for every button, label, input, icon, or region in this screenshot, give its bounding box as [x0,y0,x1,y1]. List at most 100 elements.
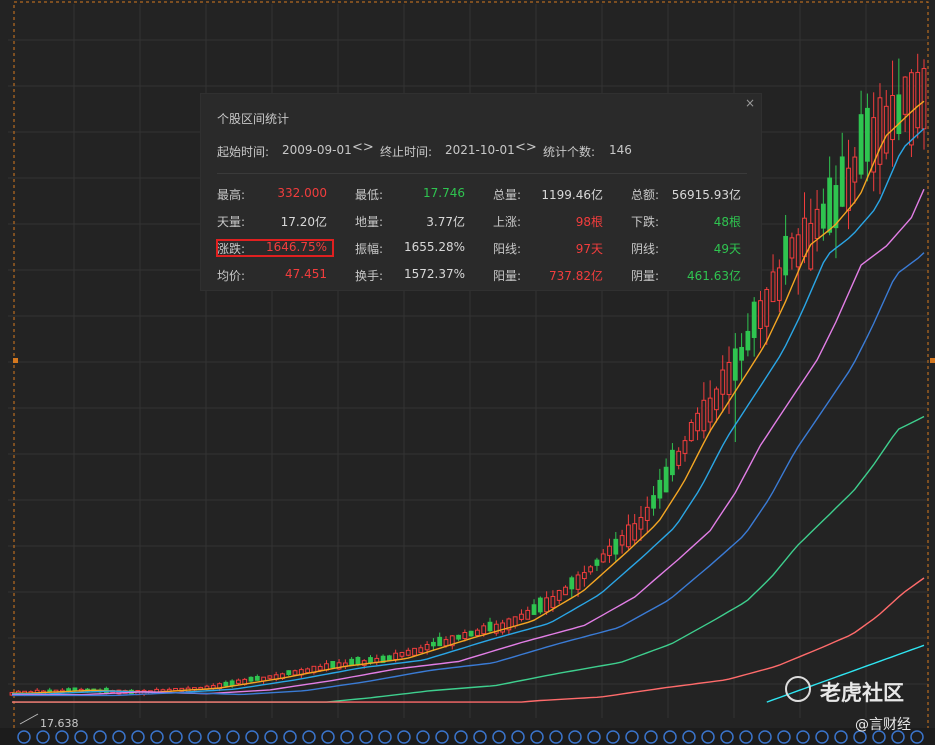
low-price-label: 17.638 [40,717,79,730]
stat-label: 总量: [493,188,522,202]
candle-body [839,156,845,207]
highlight-box [216,239,334,257]
event-marker-icon [93,730,107,744]
event-marker-icon [454,730,468,744]
candle-body [726,361,732,396]
close-icon[interactable]: × [744,96,755,110]
candle-body [613,538,619,555]
candle-body [405,649,411,656]
stat-label: 阴线: [631,242,660,256]
candle-body [487,621,493,632]
event-marker-icon [758,730,772,744]
event-marker-icon [492,730,506,744]
candle-body [732,348,738,381]
candle-body [890,94,895,141]
stat-label: 最低: [355,188,384,202]
watermark-text: 老虎社区 [820,681,904,705]
event-marker-icon [625,730,639,744]
candle-body [720,369,726,395]
candle-body [424,643,430,651]
candle-body [292,670,298,676]
end-stepper-icon[interactable]: <> [515,140,537,155]
stat-label: 阳线: [493,242,522,256]
candle-body [550,595,556,608]
candle-body [481,625,487,635]
candle-body [380,655,386,663]
candle-body [236,679,241,684]
stat-value: 461.63亿 [687,269,741,283]
stat-label: 阴量: [631,269,660,283]
stat-value: 332.000 [277,186,327,200]
candle-body [544,597,550,613]
candle-body [896,94,902,135]
start-value[interactable]: 2009-09-01 [282,143,352,157]
candle-body [852,156,858,183]
candle-body [336,662,342,670]
interval-stats-panel: 个股区间统计 × 起始时间: 2009-09-01 <> 终止时间: 2021-… [201,94,761,290]
candle-body [248,676,254,682]
event-marker-icon [245,730,259,744]
start-stepper-icon[interactable]: <> [352,140,374,155]
event-marker-icon [340,730,354,744]
candle-body [525,609,531,620]
candle-body [581,572,587,580]
candle-body [493,623,499,634]
stat-value: 48根 [713,215,741,229]
candle-body [701,399,707,432]
stat-label: 地量: [355,215,384,229]
candle-body [512,616,518,627]
candle-body [833,185,839,229]
candle-body [418,647,424,653]
event-marker-icon [473,730,487,744]
event-marker-icon [872,730,886,744]
event-marker-icon [112,730,126,744]
candle-body [349,658,355,666]
candle-body [229,680,235,687]
candle-body [254,675,260,681]
stat-value: 1655.28% [403,240,465,254]
stat-label: 天量: [217,215,246,229]
candle-body [670,449,675,476]
candle-body [563,586,568,596]
event-marker-icon [644,730,658,744]
event-marker-icon [739,730,753,744]
event-marker-icon [663,730,677,744]
candle-body [462,631,468,639]
event-marker-icon [264,730,278,744]
candle-body [745,330,751,351]
event-marker-icon [682,730,696,744]
event-marker-icon [530,730,544,744]
candle-body [632,523,638,541]
candle-body [783,235,789,276]
event-marker-icon [720,730,734,744]
candle-body [368,657,373,664]
candle-body [651,495,656,509]
event-marker-icon [359,730,373,744]
event-marker-icon [169,730,183,744]
candle-body [789,237,795,259]
candle-body [644,506,650,521]
event-marker-icon [796,730,810,744]
stat-label: 换手: [355,269,384,283]
candle-body [682,440,688,454]
candle-body [858,114,864,175]
candle-body [355,656,361,666]
event-marker-icon [188,730,202,744]
event-marker-icon [302,730,316,744]
candle-body [500,622,505,633]
candle-body [877,97,883,165]
candle-body [802,217,807,258]
candle-body [676,450,682,466]
candle-body [846,167,851,211]
candle-body [625,524,631,548]
candle-body [267,675,273,679]
end-value[interactable]: 2021-10-01 [445,143,515,157]
candle-body [638,516,644,530]
candle-body [431,641,436,647]
candle-body [443,639,449,647]
event-marker-icon [36,730,50,744]
candle-body [305,668,311,674]
candle-body [286,670,292,675]
candle-body [317,665,323,671]
